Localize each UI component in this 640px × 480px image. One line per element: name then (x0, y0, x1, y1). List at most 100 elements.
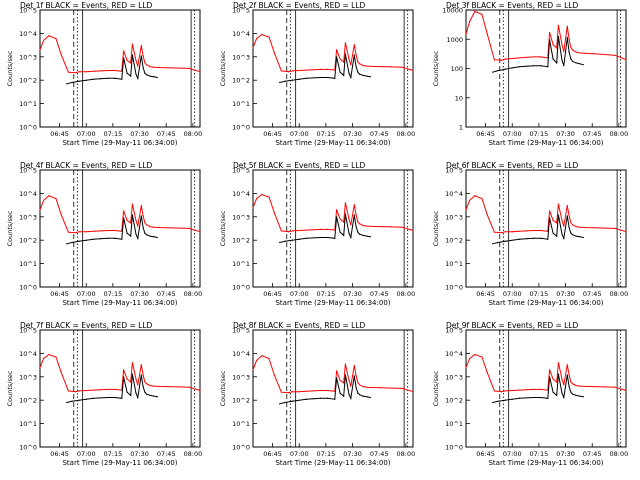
series-lld-point (273, 52, 275, 54)
series-lld-point (106, 388, 109, 390)
y-axis-label: Counts/sec (219, 50, 227, 86)
x-axis-label: Start Time (29-May-11 06:34:00) (275, 139, 390, 147)
y-axis-label: Counts/sec (432, 50, 440, 86)
series-lld-point (106, 69, 109, 72)
series-events-line (492, 214, 584, 245)
series-lld-point (493, 390, 496, 392)
series-lld-point (350, 224, 352, 226)
series-events-point (146, 74, 148, 76)
y-tick-label: 10^4 (232, 350, 250, 358)
series-lld-point (355, 214, 357, 216)
series-lld-point (343, 221, 345, 223)
series-events-point (312, 398, 315, 400)
series-lld-point (146, 383, 148, 385)
series-lld-point (359, 223, 361, 225)
x-tick-label: 07:45 (370, 130, 389, 138)
series-lld-point (280, 391, 283, 393)
series-lld-point (557, 24, 560, 26)
series-lld-point (540, 388, 542, 390)
plot-frame (39, 329, 201, 448)
x-tick-label: 07:45 (583, 450, 602, 458)
series-events-point (366, 75, 368, 77)
series-events-point (344, 53, 347, 55)
x-tick-label: 06:45 (263, 290, 282, 298)
series-events-point (344, 374, 347, 376)
x-tick-label: 08:00 (610, 450, 629, 458)
series-lld-point (518, 230, 520, 232)
series-lld-line (39, 35, 201, 74)
series-events-point (66, 401, 68, 404)
series-lld-point (327, 228, 329, 230)
chart-panel-6: Det 6f BLACK = Events, RED = LLD 10^0 10^1… (426, 160, 639, 320)
series-lld-point (268, 196, 270, 198)
series-lld-point (481, 197, 483, 200)
series-lld-point (298, 229, 300, 232)
series-lld-point (291, 391, 293, 393)
x-tick-label: 07:45 (370, 290, 389, 298)
series-events-point (552, 58, 554, 60)
series-events-point (121, 238, 123, 240)
series-events-point (572, 234, 574, 236)
series-lld-point (344, 202, 347, 204)
series-lld-point (60, 372, 62, 374)
series-lld-point (552, 378, 554, 380)
series-events-point (92, 238, 94, 240)
series-lld-point (130, 222, 132, 224)
y-tick-label: 10^1 (232, 100, 250, 108)
x-tick-label: 07:00 (290, 130, 309, 138)
y-tick-label: 10^1 (19, 260, 37, 268)
series-events-point (497, 69, 499, 72)
y-tick-label: 10^0 (232, 444, 250, 452)
series-events-point (561, 59, 563, 61)
y-tick-label: 10^0 (19, 444, 37, 452)
series-events-point (525, 65, 528, 67)
series-lld-point (568, 374, 570, 376)
series-lld-point (350, 385, 352, 387)
series-events-point (566, 215, 568, 217)
series-events-point (504, 399, 506, 401)
series-lld-point (355, 375, 357, 377)
series-lld-point (401, 226, 403, 228)
series-lld-point (532, 56, 535, 58)
series-lld-point (570, 46, 572, 49)
series-lld-point (140, 364, 142, 366)
series-events-point (92, 78, 94, 80)
series-events-point (144, 232, 146, 234)
series-events-point (566, 36, 568, 39)
series-lld-point (500, 391, 503, 393)
series-events-point (366, 396, 368, 398)
x-axis-label: Start Time (29-May-11 06:34:00) (275, 299, 390, 307)
y-tick-label: 10^5 (19, 327, 37, 335)
x-tick-label: 07:30 (556, 290, 575, 298)
series-lld-point (518, 57, 520, 59)
series-events-point (144, 72, 146, 74)
series-lld-point (371, 65, 373, 67)
series-events-point (511, 239, 513, 241)
series-events-point (279, 403, 281, 405)
series-lld-point (355, 54, 357, 56)
y-tick-label: 10^2 (19, 77, 37, 85)
series-events-point (121, 397, 123, 399)
series-events-point (114, 77, 116, 79)
series-lld-point (167, 227, 169, 229)
series-lld-point (563, 50, 565, 53)
y-tick-label: 10^4 (232, 30, 250, 38)
y-axis-label: Counts/sec (6, 370, 14, 406)
series-events-point (582, 396, 584, 398)
chart-title: Det 3f BLACK = Events, RED = LLD (446, 1, 579, 10)
series-events-line (492, 36, 584, 73)
series-events-point (570, 391, 572, 393)
series-lld-point (167, 386, 169, 388)
series-events-point (327, 76, 329, 79)
series-lld-point (362, 386, 364, 388)
series-events-point (540, 65, 542, 67)
y-tick-label: 10^5 (19, 167, 37, 175)
series-events-point (350, 236, 352, 239)
series-lld-point (39, 366, 41, 369)
series-events-point (291, 79, 293, 81)
series-events-point (78, 240, 80, 242)
series-lld-point (131, 203, 134, 205)
y-tick-label: 10^2 (19, 397, 37, 405)
series-events-point (353, 214, 355, 216)
chart-panel-8: Det 8f BLACK = Events, RED = LLD 10^0 10^1… (213, 320, 426, 480)
